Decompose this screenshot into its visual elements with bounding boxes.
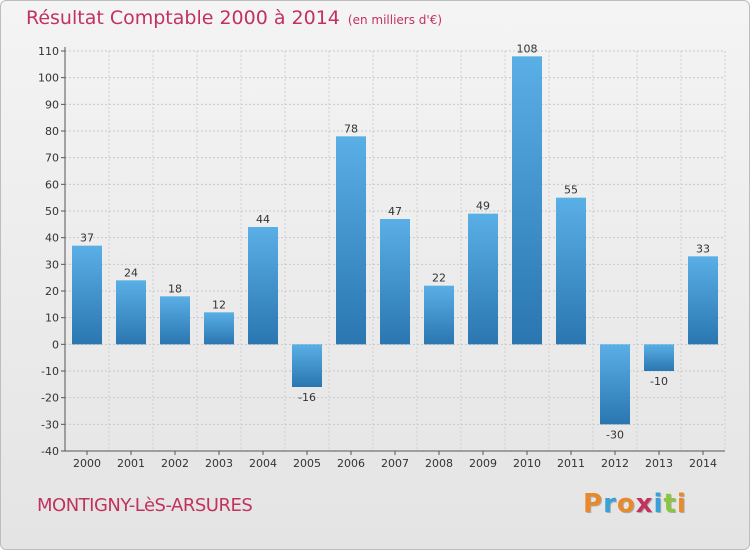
y-tick-label: 60 xyxy=(45,178,59,191)
x-tick-label: 2013 xyxy=(645,457,673,470)
x-tick-label: 2010 xyxy=(513,457,541,470)
logo-letter: i xyxy=(653,489,664,519)
x-tick-label: 2014 xyxy=(689,457,717,470)
logo-letter: o xyxy=(616,489,636,519)
logo-letter: P xyxy=(583,489,604,519)
x-tick-label: 2007 xyxy=(381,457,409,470)
y-tick-label: -10 xyxy=(41,365,59,378)
data-label: 78 xyxy=(344,122,358,135)
bar-2006 xyxy=(336,136,366,345)
x-tick-label: 2012 xyxy=(601,457,629,470)
y-tick-label: -40 xyxy=(41,445,59,458)
bar-2014 xyxy=(688,256,718,345)
logo-letter: r xyxy=(603,489,617,519)
bar-2002 xyxy=(160,296,190,345)
data-label: 12 xyxy=(212,298,226,311)
bar-2011 xyxy=(556,197,586,345)
data-label: 33 xyxy=(696,242,710,255)
bar-2013 xyxy=(644,344,674,371)
y-tick-label: 20 xyxy=(45,285,59,298)
y-tick-label: 90 xyxy=(45,98,59,111)
x-tick-label: 2002 xyxy=(161,457,189,470)
proxiti-logo: Proxiti xyxy=(583,489,687,519)
x-tick-label: 2003 xyxy=(205,457,233,470)
data-label: 108 xyxy=(517,42,538,55)
data-label: 49 xyxy=(476,200,490,213)
y-tick-label: 70 xyxy=(45,152,59,165)
x-tick-label: 2000 xyxy=(73,457,101,470)
bar-2008 xyxy=(424,285,454,345)
y-tick-label: 10 xyxy=(45,312,59,325)
bar-2005 xyxy=(292,344,322,387)
data-label: -16 xyxy=(298,391,316,404)
data-label: 44 xyxy=(256,213,270,226)
y-tick-label: 50 xyxy=(45,205,59,218)
x-tick-label: 2004 xyxy=(249,457,277,470)
x-tick-label: 2009 xyxy=(469,457,497,470)
bar-2010 xyxy=(512,56,542,345)
y-tick-label: -30 xyxy=(41,418,59,431)
y-tick-label: 100 xyxy=(38,72,59,85)
data-label: -10 xyxy=(650,375,668,388)
bar-2000 xyxy=(72,245,102,345)
bar-2004 xyxy=(248,227,278,345)
y-tick-label: 80 xyxy=(45,125,59,138)
bar-2003 xyxy=(204,312,234,345)
y-tick-label: -20 xyxy=(41,392,59,405)
logo-letter: x xyxy=(635,489,654,519)
data-label: 22 xyxy=(432,272,446,285)
x-tick-label: 2011 xyxy=(557,457,585,470)
bar-2001 xyxy=(116,280,146,345)
chart-title: Résultat Comptable 2000 à 2014 (en millie… xyxy=(26,7,442,29)
title-text: Résultat Comptable 2000 à 2014 xyxy=(26,7,340,29)
y-tick-label: 30 xyxy=(45,258,59,271)
data-label: 47 xyxy=(388,205,402,218)
data-label: 55 xyxy=(564,184,578,197)
commune-name: MONTIGNY-LèS-ARSURES xyxy=(37,495,253,516)
data-label: 18 xyxy=(168,282,182,295)
bar-2007 xyxy=(380,219,410,345)
y-tick-label: 40 xyxy=(45,232,59,245)
bar-2012 xyxy=(600,344,630,425)
y-tick-label: 110 xyxy=(38,45,59,58)
data-label: 37 xyxy=(80,232,94,245)
data-label: -30 xyxy=(606,428,624,441)
y-tick-label: 0 xyxy=(52,338,59,351)
bar-2009 xyxy=(468,213,498,345)
x-tick-label: 2008 xyxy=(425,457,453,470)
logo-letter: t xyxy=(663,489,677,519)
logo-letter: i xyxy=(676,489,687,519)
data-label: 24 xyxy=(124,266,138,279)
unit-text: (en milliers d'€) xyxy=(347,13,443,27)
x-tick-label: 2001 xyxy=(117,457,145,470)
x-tick-label: 2005 xyxy=(293,457,321,470)
x-tick-label: 2006 xyxy=(337,457,365,470)
